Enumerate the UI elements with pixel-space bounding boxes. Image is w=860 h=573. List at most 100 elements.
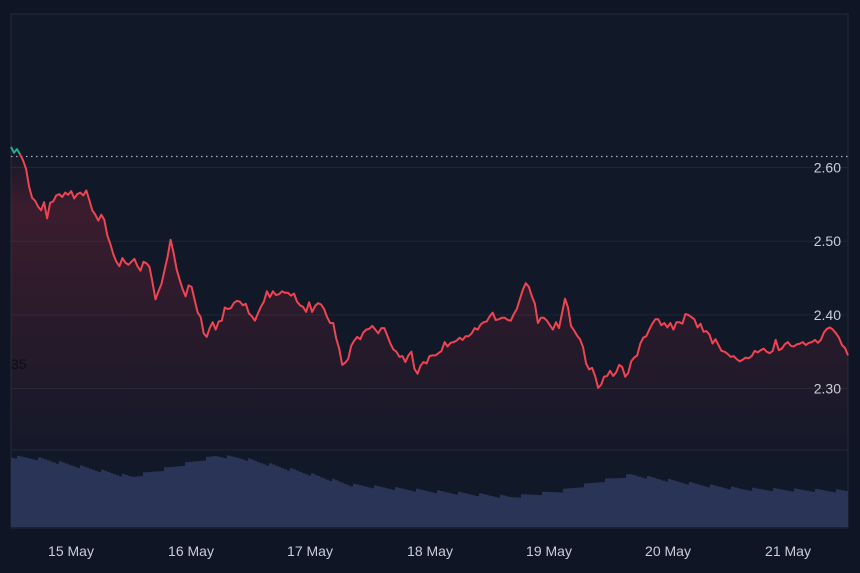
volume-bar	[752, 487, 755, 527]
volume-bar	[176, 466, 179, 527]
volume-bar	[518, 497, 521, 527]
volume-bar	[473, 495, 476, 527]
volume-bar	[662, 480, 665, 527]
volume-bar	[758, 488, 761, 527]
volume-bar	[647, 475, 650, 527]
volume-bar	[275, 465, 278, 527]
volume-bar	[299, 471, 302, 527]
volume-bar	[569, 488, 572, 527]
volume-bar	[488, 495, 491, 527]
volume-bar	[227, 455, 230, 527]
volume-bar	[269, 463, 272, 527]
volume-bar	[623, 477, 626, 527]
x-tick-label: 19 May	[526, 543, 572, 559]
volume-bar	[20, 456, 23, 527]
volume-bar	[200, 460, 203, 527]
volume-bar	[47, 460, 50, 527]
volume-bar	[116, 475, 119, 527]
volume-bar	[305, 474, 308, 527]
volume-bar	[371, 488, 374, 527]
volume-bar	[653, 477, 656, 527]
price-line-up-segment	[10, 146, 21, 155]
volume-bar	[779, 489, 782, 527]
volume-bar	[686, 484, 689, 527]
volume-bar	[707, 487, 710, 527]
volume-bar	[59, 461, 62, 527]
volume-bar	[65, 463, 68, 527]
volume-bar	[440, 491, 443, 527]
x-axis: 15 May 16 May 17 May 18 May 19 May 20 May 21 M…	[48, 543, 811, 559]
volume-bar	[26, 457, 29, 527]
volume-bar	[197, 461, 200, 527]
volume-bar	[695, 483, 698, 527]
volume-bar	[743, 489, 746, 527]
volume-bar	[74, 466, 77, 527]
volume-bar	[257, 461, 260, 527]
volume-bar	[173, 466, 176, 527]
volume-bar	[35, 460, 38, 527]
volume-bar	[407, 490, 410, 527]
volume-bar	[158, 471, 161, 527]
volume-bar	[230, 456, 233, 527]
volume-bar	[86, 467, 89, 527]
volume-bar	[272, 464, 275, 527]
volume-bar	[143, 472, 146, 527]
volume-bar	[242, 459, 245, 527]
volume-bar	[632, 474, 635, 527]
volume-bar	[641, 477, 644, 527]
volume-bar	[716, 486, 719, 527]
volume-bar	[584, 483, 587, 527]
volume-bar	[248, 458, 251, 527]
volume-bar	[713, 485, 716, 527]
volume-bar	[386, 488, 389, 527]
volume-bar	[377, 486, 380, 527]
volume-bar	[80, 465, 83, 527]
volume-bar	[17, 455, 20, 527]
volume-bar	[380, 486, 383, 527]
volume-bar	[191, 461, 194, 527]
volume-bar	[38, 457, 41, 527]
volume-bar	[251, 459, 254, 527]
volume-bar	[41, 458, 44, 527]
volume-bar	[509, 496, 512, 527]
volume-bar	[578, 487, 581, 527]
volume-bar	[83, 466, 86, 527]
price-area-fill	[11, 146, 848, 450]
volume-bar	[437, 490, 440, 527]
volume-bar	[731, 486, 734, 527]
volume-bar	[203, 460, 206, 527]
volume-bar	[842, 490, 845, 527]
volume-bar	[836, 489, 839, 527]
volume-bar	[245, 460, 248, 527]
volume-bar	[338, 481, 341, 527]
volume-bar	[140, 476, 143, 527]
volume-bar	[563, 488, 566, 527]
volume-bar	[644, 478, 647, 527]
volume-bar	[725, 488, 728, 527]
volume-bar	[845, 490, 848, 527]
volume-bar	[32, 459, 35, 527]
volume-bar	[221, 457, 224, 527]
volume-bar	[614, 478, 617, 527]
volume-bar	[575, 487, 578, 527]
volume-bar	[233, 456, 236, 527]
volume-bar	[539, 495, 542, 527]
volume-bar	[497, 497, 500, 527]
volume-bar	[827, 491, 830, 527]
volume-bar	[260, 463, 263, 527]
volume-bar	[755, 488, 758, 527]
volume-bar	[296, 470, 299, 527]
volume-bar	[767, 490, 770, 527]
volume-bar	[56, 463, 59, 527]
volume-bar	[113, 474, 116, 527]
volume-bar	[434, 493, 437, 527]
volume-bar	[500, 494, 503, 527]
volume-bar	[278, 466, 281, 527]
volume-bar	[536, 494, 539, 527]
volume-bar	[134, 476, 137, 527]
volume-bar	[581, 487, 584, 527]
volume-bar	[212, 456, 215, 527]
volume-bar	[806, 490, 809, 527]
volume-bar	[776, 488, 779, 527]
